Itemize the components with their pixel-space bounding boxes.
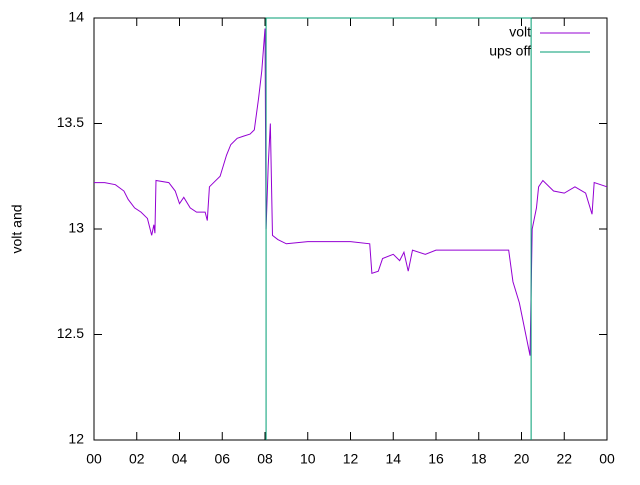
series-line: [94, 28, 608, 356]
legend-label: volt: [509, 24, 531, 40]
x-tick-label: 00: [86, 451, 102, 467]
y-tick-label: 12.5: [57, 325, 84, 341]
x-tick-label: 14: [385, 451, 401, 467]
x-tick-label: 04: [172, 451, 188, 467]
y-tick-label: 13.5: [57, 114, 84, 130]
x-tick-label: 16: [428, 451, 444, 467]
x-tick-label: 22: [556, 451, 572, 467]
legend-label: ups off: [489, 43, 531, 59]
y-tick-label: 14: [68, 9, 84, 25]
x-tick-label: 00: [599, 451, 615, 467]
y-tick-label: 12: [68, 431, 84, 447]
series-line: [265, 17, 532, 440]
x-tick-label: 18: [471, 451, 487, 467]
x-tick-label: 10: [300, 451, 316, 467]
x-tick-label: 02: [129, 451, 145, 467]
y-tick-label: 13: [68, 220, 84, 236]
plot-border: [93, 17, 608, 441]
x-tick-label: 20: [514, 451, 530, 467]
x-tick-label: 08: [257, 451, 273, 467]
x-tick-label: 12: [343, 451, 359, 467]
x-tick-label: 06: [214, 451, 230, 467]
y-axis-label: volt and: [9, 204, 25, 253]
